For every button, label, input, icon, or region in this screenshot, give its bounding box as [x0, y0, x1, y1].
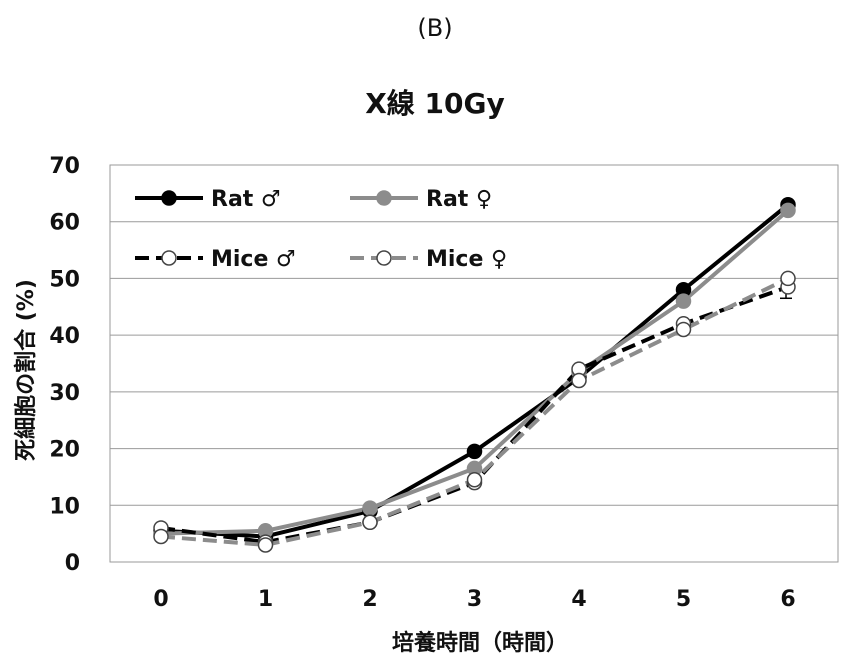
x-tick-label: 0 — [153, 587, 168, 612]
legend-marker — [376, 190, 392, 206]
y-axis-label: 死細胞の割合 (%) — [13, 279, 39, 461]
x-tick-label: 3 — [467, 587, 482, 612]
data-point — [153, 528, 169, 545]
legend-label: Mice ♀ — [426, 247, 507, 272]
y-tick-label: 50 — [49, 267, 80, 292]
x-tick-label: 4 — [571, 587, 586, 612]
x-tick-label: 1 — [258, 587, 273, 612]
legend-label: Mice ♂ — [211, 247, 296, 272]
legend-label: Rat ♂ — [211, 187, 281, 212]
x-axis-label: 培養時間（時間） — [392, 630, 568, 656]
data-point — [571, 372, 587, 389]
data-point — [780, 202, 796, 219]
chart-title: X線 10Gy — [365, 87, 505, 120]
plot-area: 0 10 20 30 40 50 60 70 0 1 2 3 4 5 6 Rat ♂ Rat ♀ Mice ♂ Mi… — [49, 154, 839, 612]
data-point — [466, 443, 483, 460]
legend-marker — [161, 190, 177, 206]
y-tick-label: 10 — [49, 494, 80, 519]
y-tick-label: 70 — [49, 154, 80, 179]
y-tick-label: 40 — [49, 324, 80, 349]
y-tick-label: 30 — [49, 381, 80, 406]
data-point — [362, 500, 378, 516]
x-tick-label: 6 — [780, 587, 795, 612]
data-point — [780, 270, 796, 287]
x-tick-label: 5 — [676, 587, 691, 612]
data-point — [675, 321, 692, 338]
y-tick-label: 60 — [49, 211, 80, 236]
legend-marker — [161, 250, 177, 266]
y-tick-label: 0 — [65, 551, 80, 576]
legend-label: Rat ♀ — [426, 187, 492, 212]
panel-label: (B) — [417, 14, 452, 42]
data-point — [466, 472, 483, 488]
data-point — [257, 537, 274, 553]
data-point — [675, 293, 692, 309]
data-point — [362, 514, 378, 531]
y-tick-label: 20 — [49, 438, 80, 463]
legend-marker — [376, 250, 392, 266]
plot-border — [109, 164, 839, 563]
x-tick-label: 2 — [362, 587, 377, 612]
